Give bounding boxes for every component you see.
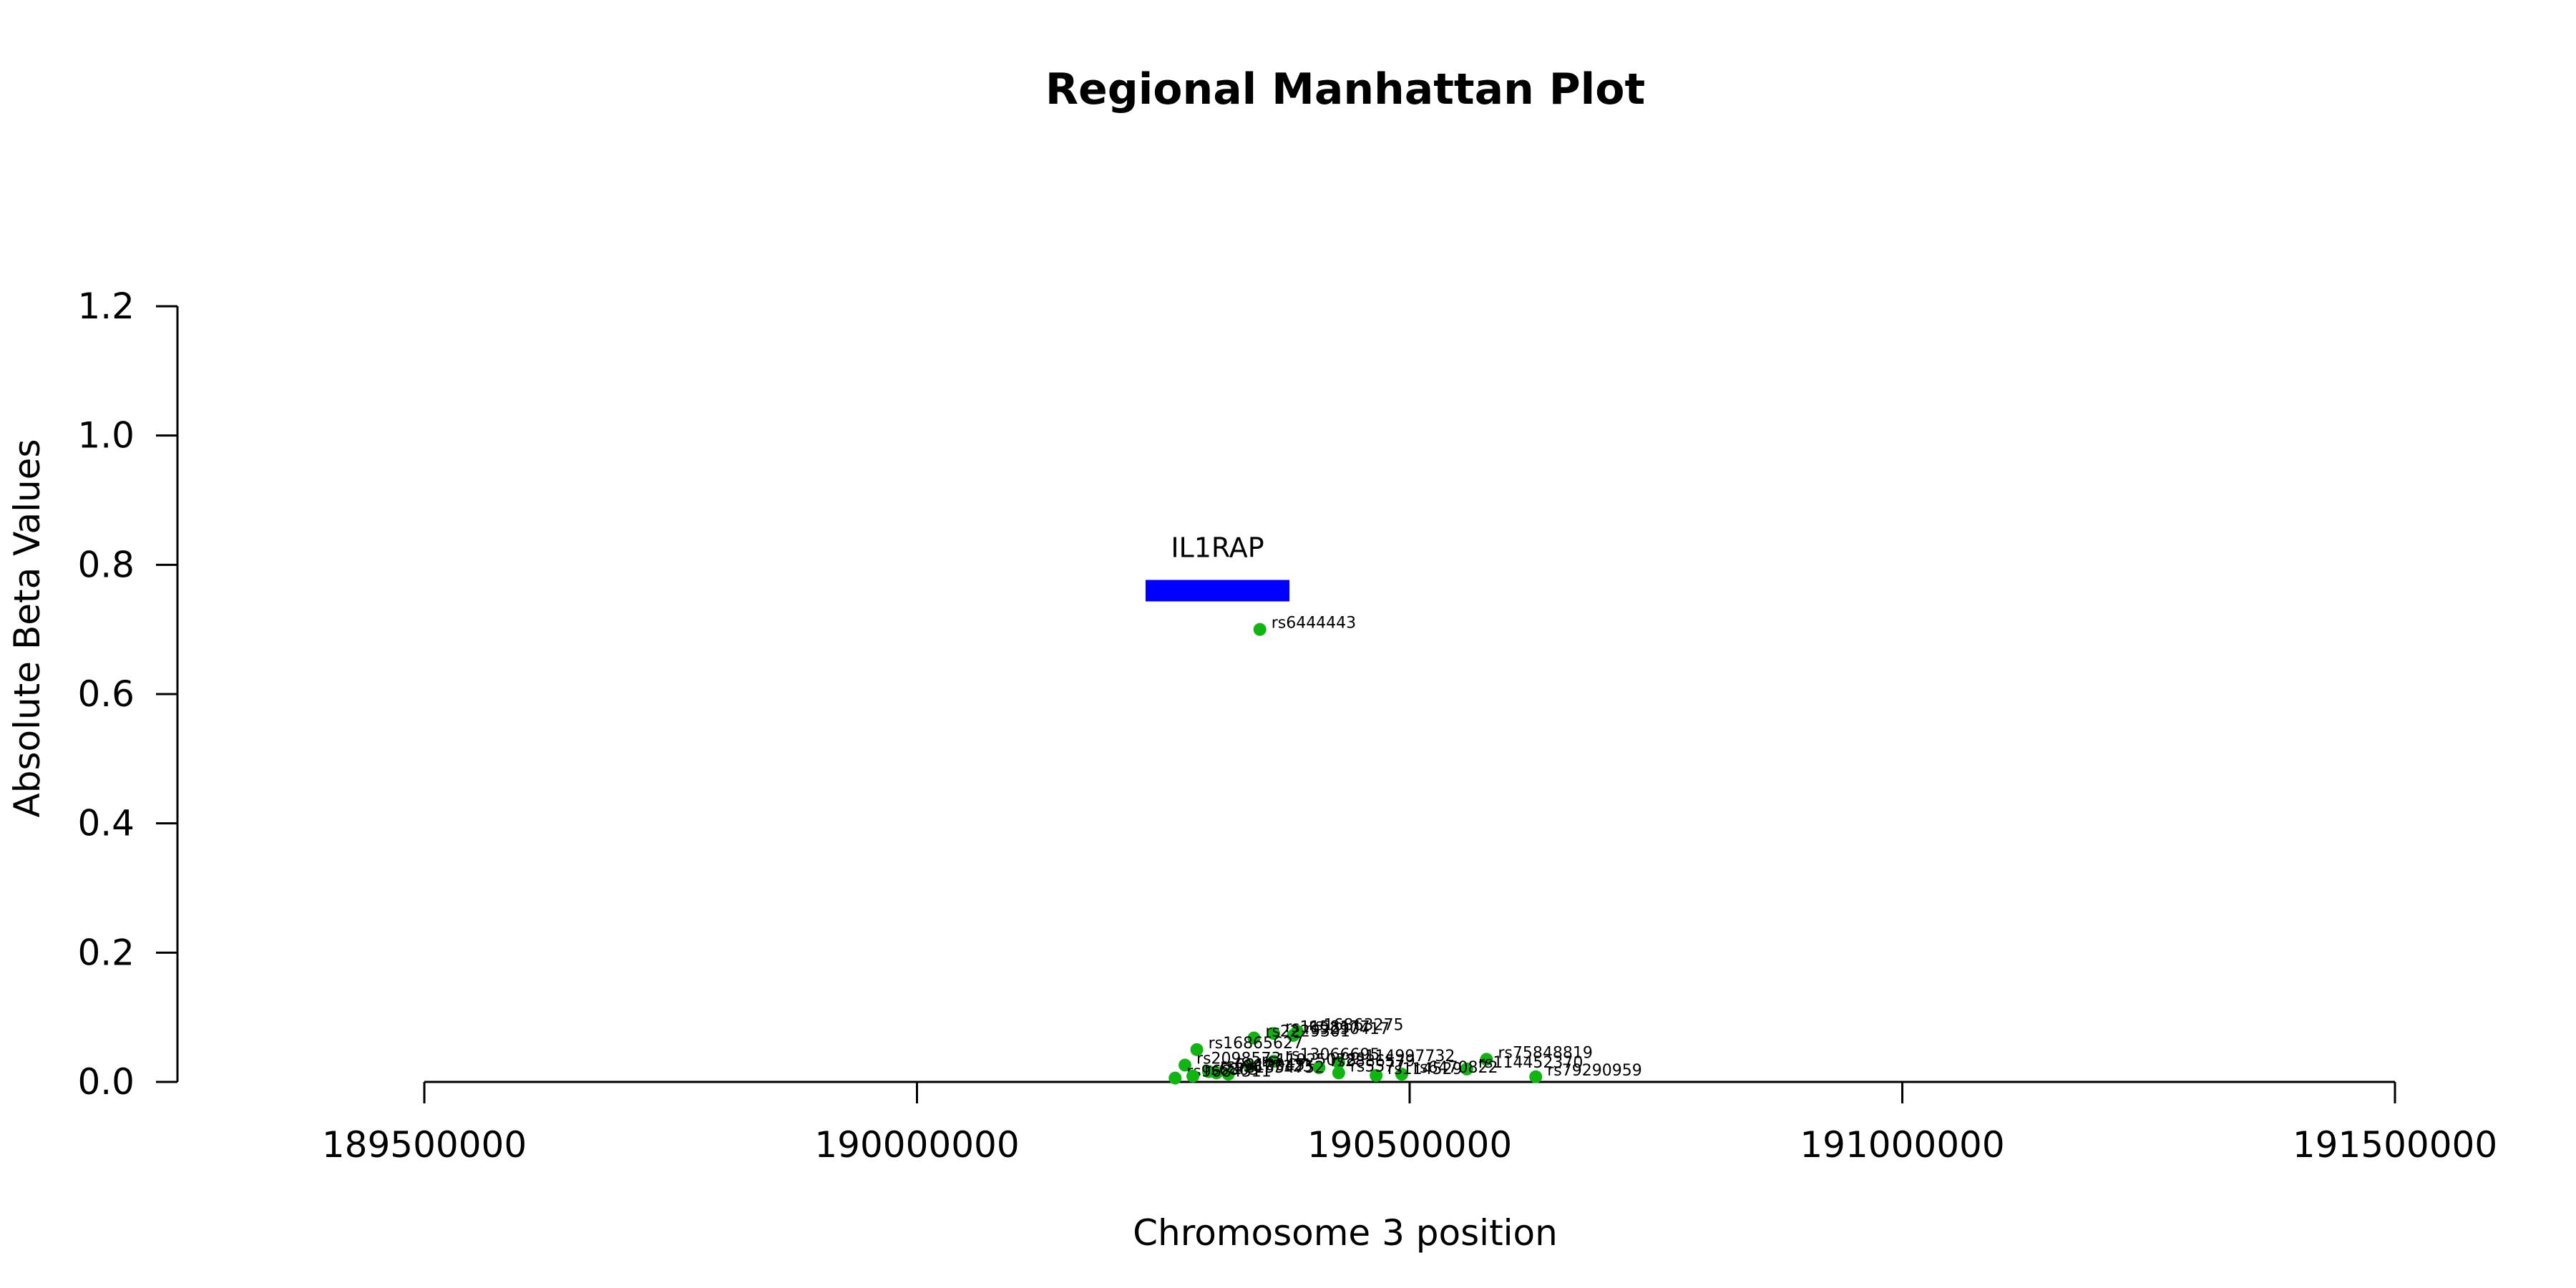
snp-label: rs114452370 <box>1478 1054 1583 1072</box>
snp-label: rs5577 <box>1350 1058 1405 1075</box>
snp-point <box>1529 1070 1543 1083</box>
snp-point <box>1267 1055 1280 1068</box>
snp-points: rs6444443rs16863275rs9290417rs1158177rs2… <box>1169 615 1642 1085</box>
snp-point <box>1480 1053 1493 1066</box>
y-tick-label: 0.0 <box>77 1061 135 1103</box>
y-axis-title: Absolute Beta Values <box>6 439 48 818</box>
x-axis-title: Chromosome 3 position <box>1133 1212 1558 1254</box>
snp-point <box>1332 1055 1345 1069</box>
snp-point <box>1221 1068 1235 1081</box>
snp-point <box>1370 1068 1383 1082</box>
snp-label: rs2229301 <box>1265 1023 1350 1041</box>
y-tick-label: 0.8 <box>77 544 135 585</box>
snp-label: rs9684311 <box>1186 1063 1272 1081</box>
y-tick-label: 0.2 <box>77 932 135 973</box>
snp-point <box>1287 1028 1300 1042</box>
snp-point <box>1186 1069 1200 1083</box>
y-tick-label: 0.4 <box>77 803 135 844</box>
x-tick-label: 191000000 <box>1800 1124 2004 1166</box>
snp-label: rs114529 <box>1387 1060 1463 1078</box>
snp-point <box>1202 1065 1216 1078</box>
y-axis: 0.0 0.2 0.4 0.6 0.8 1.0 1.2 <box>77 286 179 1103</box>
snp-label: rs114997732 <box>1350 1048 1455 1065</box>
x-tick-label: 189500000 <box>322 1124 527 1166</box>
snp-label: rs1158177 <box>1285 1018 1370 1036</box>
gene-label: IL1RAP <box>1171 532 1264 563</box>
snp-label: rs79290959 <box>1547 1062 1641 1080</box>
snp-label: rs2098573 <box>1196 1050 1282 1068</box>
gene-track: IL1RAP <box>1145 532 1290 602</box>
snp-point <box>1179 1058 1192 1072</box>
snp-label: rs11925078 <box>1262 1051 1356 1069</box>
snp-point <box>1190 1043 1204 1056</box>
y-tick-label: 1.0 <box>77 415 135 457</box>
snp-label: rs2886579 <box>1330 1053 1415 1070</box>
snp-label: rs16865627 <box>1209 1035 1303 1053</box>
snp-label: rs9877123 <box>1228 1058 1313 1075</box>
snp-label: rs13066695 <box>1285 1046 1380 1064</box>
snp-point <box>1395 1068 1408 1081</box>
snp-point <box>1312 1061 1326 1075</box>
snp-point <box>1169 1071 1182 1085</box>
snp-label: rs1354752 <box>1240 1059 1325 1077</box>
x-tick-label: 190000000 <box>814 1124 1019 1166</box>
snp-label: rs6470822 <box>1413 1059 1498 1077</box>
snp-label: rs75848819 <box>1498 1044 1592 1062</box>
gene-bar <box>1145 580 1290 602</box>
y-tick-label: 1.2 <box>77 286 135 327</box>
snp-point <box>1243 1060 1257 1073</box>
x-tick-label: 190500000 <box>1307 1124 1512 1166</box>
snp-label: rs16863275 <box>1309 1017 1403 1035</box>
chart-title: Regional Manhattan Plot <box>1045 64 1645 114</box>
snp-point <box>1247 1031 1261 1045</box>
snp-label: rs6805 <box>1204 1061 1259 1079</box>
x-tick-label: 191500000 <box>2293 1124 2497 1166</box>
y-tick-label: 0.6 <box>77 673 135 715</box>
snp-point <box>1253 623 1267 636</box>
x-axis: 189500000 190000000 190500000 191000000 1915… <box>322 1080 2497 1166</box>
snp-point <box>1460 1062 1473 1075</box>
snp-point <box>1332 1066 1345 1080</box>
snp-label: rs6810045 <box>1220 1057 1305 1075</box>
snp-point <box>1267 1027 1280 1040</box>
snp-label: rs6444443 <box>1272 615 1357 633</box>
snp-label: rs9290417 <box>1305 1020 1390 1038</box>
